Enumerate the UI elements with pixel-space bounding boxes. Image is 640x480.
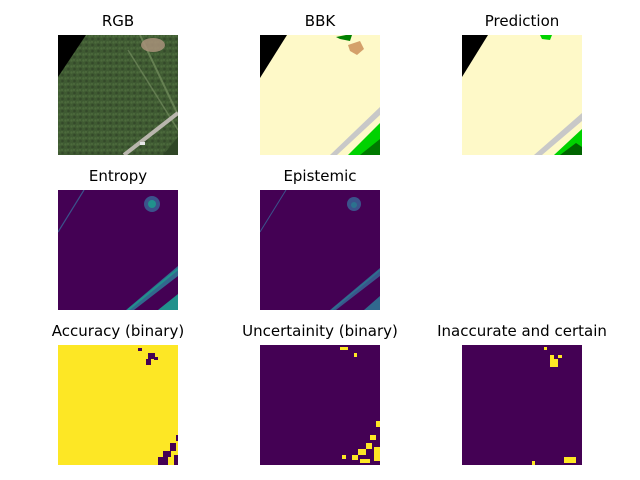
uncertainty-binary-mask [260,345,380,465]
title-prediction: Prediction [484,12,560,30]
entropy-heatmap [58,190,178,310]
title-epistemic: Epistemic [283,167,357,185]
title-rgb: RGB [101,12,135,30]
title-uncertainty: Uncertainity (binary) [242,322,398,340]
rgb-aerial-photo [58,35,178,155]
epistemic-heatmap [260,190,380,310]
bbk-nodata-corner [260,35,287,78]
bbk-tan-patch [348,41,364,55]
rgb-clearing [141,38,165,52]
title-inaccurate: Inaccurate and certain [437,322,607,340]
rgb-image [58,35,178,155]
bbk-segmentation [260,35,380,155]
title-entropy: Entropy [88,167,148,185]
accuracy-binary-mask [58,345,178,465]
prediction-road [534,113,582,155]
inaccurate-certain-mask [462,345,582,465]
title-accuracy: Accuracy (binary) [51,322,185,340]
uncertainty-map [260,345,380,465]
accuracy-map [58,345,178,465]
rgb-nodata-corner [58,35,86,77]
bbk-map [260,35,380,155]
epistemic-map [260,190,380,310]
prediction-segmentation [462,35,582,155]
prediction-map [462,35,582,155]
bbk-road [330,107,380,155]
entropy-map [58,190,178,310]
rgb-road [122,111,178,155]
inaccurate-certain-map [462,345,582,465]
prediction-nodata-corner [462,35,488,77]
title-bbk: BBK [304,12,336,30]
